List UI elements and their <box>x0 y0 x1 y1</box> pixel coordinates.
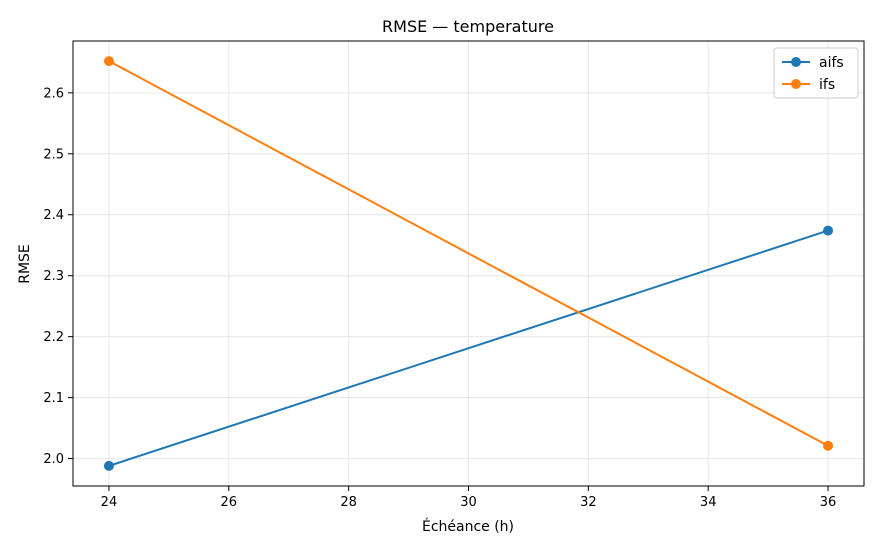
x-tick-label: 30 <box>460 495 477 510</box>
x-tick-label: 26 <box>221 495 238 510</box>
legend: aifs ifs <box>773 47 859 99</box>
x-tick-label: 28 <box>340 495 357 510</box>
chart-title: RMSE — temperature <box>382 17 554 36</box>
y-tick-label: 2.5 <box>43 147 64 162</box>
series-layer <box>103 56 834 471</box>
data-point-aifs <box>823 225 834 236</box>
x-tick-label: 32 <box>580 495 597 510</box>
y-tick-label: 2.2 <box>43 330 64 345</box>
y-tick-label: 2.0 <box>43 452 64 467</box>
x-axis-label: Échéance (h) <box>422 518 514 535</box>
series-line-aifs <box>108 229 829 467</box>
legend-box <box>773 47 859 99</box>
x-tick-label: 34 <box>700 495 717 510</box>
data-point-ifs <box>103 56 114 67</box>
x-tick-label: 24 <box>101 495 118 510</box>
legend-marker-aifs <box>791 57 801 67</box>
y-tick-label: 2.1 <box>43 391 64 406</box>
axis-ticks: 24 26 28 30 32 34 36 2.0 2.1 2.2 2.3 2.4 2.5 2.6 <box>43 86 836 510</box>
y-axis-label: RMSE <box>17 244 33 284</box>
data-point-aifs <box>103 460 114 471</box>
x-tick-label: 36 <box>820 495 837 510</box>
y-tick-label: 2.4 <box>43 208 64 223</box>
series-line-ifs <box>108 60 829 447</box>
y-tick-label: 2.3 <box>43 269 64 284</box>
data-point-ifs <box>823 440 834 451</box>
legend-label-ifs: ifs <box>819 77 835 93</box>
y-tick-label: 2.6 <box>43 86 64 101</box>
legend-marker-ifs <box>791 79 801 89</box>
legend-label-aifs: aifs <box>819 55 844 71</box>
grid <box>73 41 864 486</box>
